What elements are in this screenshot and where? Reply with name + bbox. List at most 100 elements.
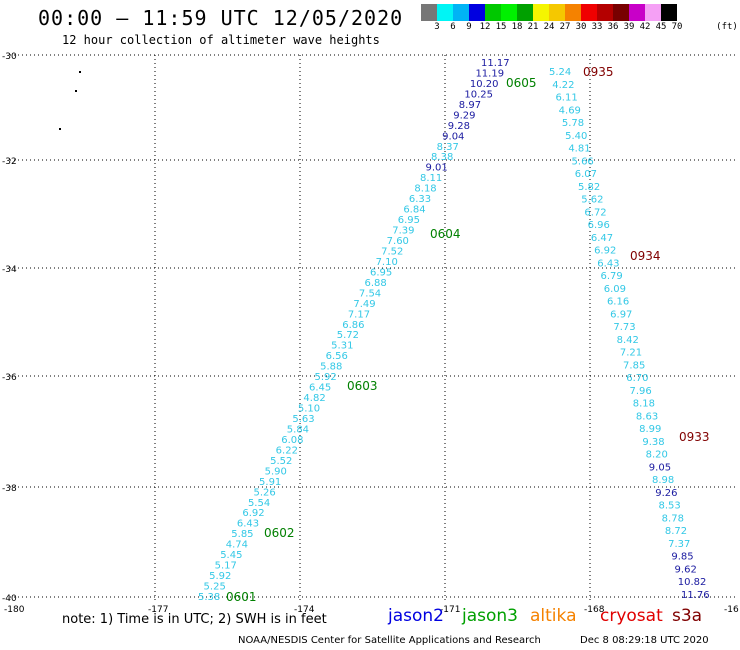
swh-value: 10.82 bbox=[678, 577, 707, 588]
swh-value: 5.10 bbox=[298, 404, 320, 415]
swh-value: 7.39 bbox=[392, 226, 414, 237]
scale-label: 36 bbox=[607, 22, 619, 32]
swh-value: 7.73 bbox=[613, 322, 635, 333]
swh-value: 6.88 bbox=[364, 278, 386, 289]
scale-swatch bbox=[645, 4, 661, 21]
swh-value: 9.04 bbox=[442, 131, 464, 142]
scale-label: 42 bbox=[639, 22, 651, 32]
swh-value: 10.25 bbox=[464, 89, 493, 100]
swh-value: 6.43 bbox=[237, 519, 259, 530]
swh-value: 6.92 bbox=[242, 508, 264, 519]
swh-value: 9.28 bbox=[448, 121, 470, 132]
scale-label: 15 bbox=[495, 22, 507, 32]
page-title: 00:00 – 11:59 UTC 12/05/2020 bbox=[38, 6, 404, 30]
swh-value: 7.17 bbox=[348, 309, 370, 320]
legend-jason3: jason3 bbox=[462, 606, 518, 626]
swh-value: 5.88 bbox=[320, 362, 342, 373]
time-label: 0934 bbox=[630, 249, 661, 263]
land-dot bbox=[75, 90, 77, 92]
legend-altika: altika bbox=[530, 606, 577, 626]
color-scale-labels: 3 6 9 12 15 18 21 24 27 30 33 36 39 42 45 70 (ft) bbox=[421, 22, 740, 34]
swh-value: 8.63 bbox=[636, 411, 658, 422]
scale-unit: (ft) bbox=[716, 22, 738, 32]
swh-value: 6.84 bbox=[403, 205, 425, 216]
scale-label: 30 bbox=[575, 22, 587, 32]
swh-value: 5.92 bbox=[315, 372, 337, 383]
land-dot bbox=[79, 71, 81, 73]
x-tick-label: -180 bbox=[4, 605, 25, 615]
swh-value: 6.95 bbox=[370, 267, 392, 278]
scale-swatch bbox=[501, 4, 517, 21]
scale-swatch bbox=[421, 4, 437, 21]
swh-value: 6.97 bbox=[610, 309, 632, 320]
y-tick-label: -36 bbox=[2, 373, 17, 383]
scale-label: 9 bbox=[466, 22, 472, 32]
scale-label: 24 bbox=[543, 22, 555, 32]
scale-label: 6 bbox=[450, 22, 456, 32]
scale-swatch bbox=[517, 4, 533, 21]
swh-value: 5.40 bbox=[565, 131, 587, 142]
scale-swatch bbox=[629, 4, 645, 21]
swh-value: 5.17 bbox=[215, 561, 237, 572]
swh-value: 11.19 bbox=[475, 68, 504, 79]
scale-label: 70 bbox=[671, 22, 683, 32]
time-label: 0601 bbox=[226, 590, 257, 604]
swh-value: 4.69 bbox=[559, 105, 581, 116]
footer-timestamp: Dec 8 08:29:18 UTC 2020 bbox=[580, 635, 709, 646]
scale-label: 12 bbox=[479, 22, 491, 32]
legend-cryosat: cryosat bbox=[600, 606, 663, 626]
swh-value: 6.43 bbox=[597, 258, 619, 269]
swh-value: 9.62 bbox=[675, 564, 697, 575]
swh-value: 5.25 bbox=[204, 582, 226, 593]
swh-value: 7.96 bbox=[629, 386, 651, 397]
swh-value: 8.78 bbox=[662, 513, 684, 524]
swh-value: 5.92 bbox=[209, 571, 231, 582]
x-tick-label: -174 bbox=[294, 605, 315, 615]
swh-value: 8.11 bbox=[420, 173, 442, 184]
page-subtitle: 12 hour collection of altimeter wave hei… bbox=[62, 33, 380, 47]
swh-value: 5.90 bbox=[265, 466, 287, 477]
swh-value: 5.78 bbox=[562, 118, 584, 129]
swh-value: 6.56 bbox=[326, 351, 348, 362]
scale-swatch bbox=[661, 4, 677, 21]
legend-jason2: jason2 bbox=[388, 606, 444, 626]
y-tick-label: -38 bbox=[2, 484, 17, 494]
y-tick-label: -34 bbox=[2, 265, 17, 275]
swh-value: 8.99 bbox=[639, 424, 661, 435]
scale-swatch bbox=[581, 4, 597, 21]
swh-value: 5.24 bbox=[549, 67, 571, 78]
swh-value: 6.11 bbox=[555, 93, 577, 104]
swh-value: 9.01 bbox=[426, 163, 448, 174]
swh-value: 8.97 bbox=[459, 100, 481, 111]
swh-value: 7.52 bbox=[381, 246, 403, 257]
swh-value: 8.37 bbox=[437, 142, 459, 153]
swh-value: 9.85 bbox=[671, 552, 693, 563]
footer-credit: NOAA/NESDIS Center for Satellite Applica… bbox=[238, 635, 541, 646]
swh-value: 7.10 bbox=[376, 257, 398, 268]
swh-value: 5.26 bbox=[253, 487, 275, 498]
time-label: 0933 bbox=[679, 430, 710, 444]
swh-value: 8.18 bbox=[633, 399, 655, 410]
swh-value: 6.72 bbox=[584, 207, 606, 218]
x-tick-label: -177 bbox=[148, 605, 168, 615]
scale-label: 45 bbox=[655, 22, 667, 32]
swh-value: 5.45 bbox=[220, 550, 242, 561]
swh-value: 6.22 bbox=[276, 445, 298, 456]
time-label: 0604 bbox=[430, 227, 461, 241]
swh-value: 6.86 bbox=[342, 320, 364, 331]
swh-value: 6.47 bbox=[591, 233, 613, 244]
swh-value: 6.70 bbox=[626, 373, 648, 384]
swh-value: 7.21 bbox=[620, 348, 642, 359]
swh-value: 5.63 bbox=[292, 414, 314, 425]
swh-value: 5.54 bbox=[248, 498, 270, 509]
scale-swatch bbox=[469, 4, 485, 21]
swh-value: 5.38 bbox=[198, 592, 220, 603]
swh-value: 9.29 bbox=[453, 110, 475, 121]
swh-value: 6.92 bbox=[594, 246, 616, 257]
swh-value: 6.79 bbox=[601, 271, 623, 282]
land-dot bbox=[59, 128, 61, 130]
swh-value: 7.37 bbox=[668, 539, 690, 550]
y-tick-label: -32 bbox=[2, 157, 17, 167]
scale-swatch bbox=[565, 4, 581, 21]
